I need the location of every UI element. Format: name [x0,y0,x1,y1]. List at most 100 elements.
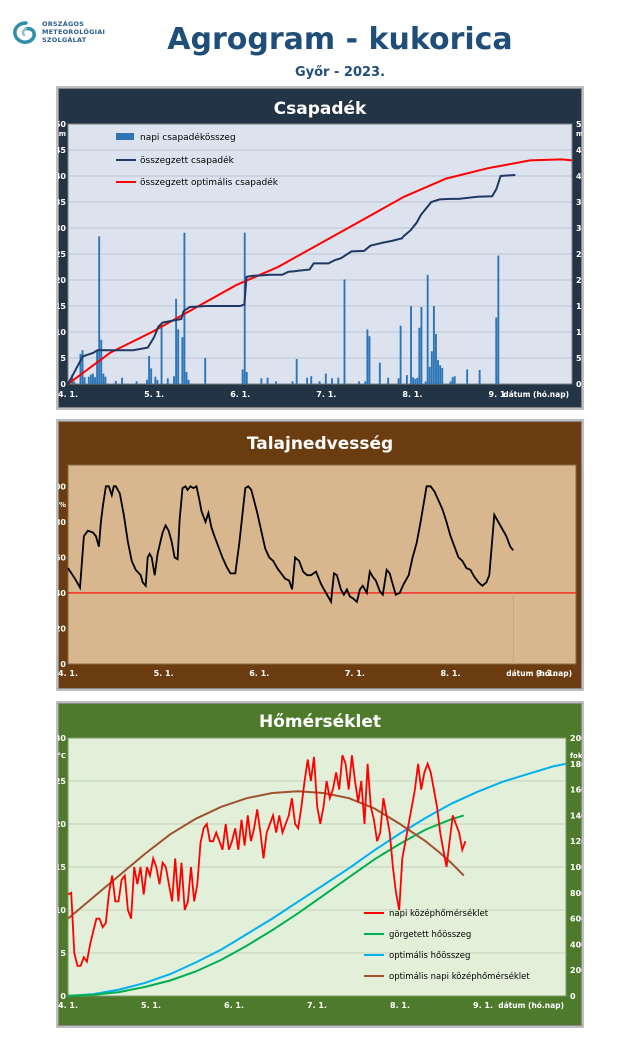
precip-bar [102,373,105,384]
y-tick-label: 35 [58,198,66,207]
chart-title: Csapadék [274,99,367,119]
x-tick-label: 6. 1. [224,1001,244,1010]
y2-tick-label: 400 [576,172,582,181]
y-tick-label: 15 [58,863,66,872]
precip-bar [73,381,76,384]
precip-bar [453,376,456,384]
x-tick-label: 4. 1. [58,390,78,399]
precip-bar [310,376,313,384]
org-name: ORSZÁGOS METEOROLÓGIAI SZOLGÁLAT [42,20,105,44]
precip-bar [337,377,340,384]
precip-bar [418,327,421,384]
x-axis-label: dátum (hó.nap) [498,1001,564,1010]
y2-tick-label: 200 [576,276,582,285]
precip-bar [366,329,369,384]
y2-tick-label: 150 [576,302,582,311]
precip-bar [187,379,190,384]
precip-bar [181,337,184,384]
legend-label: összegzett csapadék [140,155,235,166]
precip-bar [148,355,151,384]
legend-label: görgetett hőösszeg [389,930,471,940]
precip-bar [146,379,148,384]
legend-label: optimális hőösszeg [389,951,470,961]
y2-tick-label: 450 [576,146,582,155]
x-tick-label: 8. 1. [390,1001,410,1010]
precip-bar [175,298,178,384]
y2-tick-label: 1200 [570,837,582,846]
y2-tick-label: 250 [576,250,582,259]
precip-bar [416,377,419,384]
x-tick-label: 9. 1. [473,1001,493,1010]
precip-bar [177,329,180,384]
y-tick-label: 100 [58,482,66,491]
y2-tick-label: 800 [570,889,582,898]
y2-tick-label: 300 [576,224,582,233]
y-tick-label: 30 [58,224,66,233]
legend-label: optimális napi középhőmérséklet [389,971,530,982]
precip-bar [295,359,298,384]
precip-bar [135,381,138,384]
precip-bar [266,377,269,384]
precip-bar [291,381,294,384]
precipitation-chart: Csapadék05101520253035404550050100150200… [58,99,582,399]
y-tick-label: 5 [60,354,66,363]
precip-bar [94,377,96,384]
org-line-3: SZOLGÁLAT [42,36,87,44]
legend-label: összegzett optimális csapadék [140,177,279,188]
precip-bar [245,372,248,384]
chart-title: Hőmérséklet [259,712,381,732]
x-tick-label: 7. 1. [316,390,336,399]
y-tick-label: 0 [60,660,66,669]
precip-bar [441,367,444,384]
precip-bar [430,351,433,384]
precip-bar [243,232,246,384]
y-tick-label: 20 [58,276,66,285]
y-tick-label: 80 [58,518,66,527]
precip-bar [364,381,367,384]
temperature-chart: Hőmérséklet 0 5 10 15 20 25 30 0 200 400 600 800 1000… [58,712,582,1010]
precip-bar [387,377,390,384]
y-tick-label: 10 [58,328,66,337]
rolling-heat-sum-line [67,814,465,997]
precip-bar [160,324,163,384]
page-subtitle: Győr - 2023. [294,65,386,80]
precip-bar [241,369,244,384]
y-tick-label: 25 [58,250,66,259]
temperature-chart-panel: Hőmérséklet 0 5 10 15 20 25 30 0 200 400 600 800 1000… [56,701,584,1028]
org-line-2: METEOROLÓGIAI [42,28,106,36]
precip-bar [100,339,103,384]
optimal-heat-sum-line [67,762,567,997]
soil-moisture-chart-panel: Talajnedvesség 0 20 40 60 80 100% 4. 1. 5. 1. 6. … [56,419,584,691]
y-tick-label: 45 [58,146,66,155]
precip-bar [424,381,427,384]
y-tick-label: 0 [60,992,66,1001]
precip-bar [183,232,186,384]
precip-bar [343,279,346,384]
precip-bar [405,375,408,384]
y-tick-label: 15 [58,302,66,311]
precip-bar [98,236,101,384]
optimal-daily-mean-line [67,790,465,920]
precip-bar [173,376,175,384]
x-tick-label: 7. 1. [307,1001,327,1010]
y-tick-label: 5 [60,949,66,958]
y-tick-label: 20 [58,624,66,633]
precip-bar [185,372,188,384]
y-tick-label: 40 [58,589,66,598]
precip-bar [260,378,263,384]
x-axis-label: dátum (hó.nap) [503,390,569,399]
optimal-precipitation-line [67,158,573,385]
y2-tick-label: 200 [570,966,582,975]
legend-label: napi csapadékösszeg [140,132,236,143]
y-axis-unit: °C [58,752,66,760]
x-axis-label: dátum (hó.nap) [506,669,572,678]
precip-bar [71,374,74,384]
y-tick-label: 60 [58,553,66,562]
precip-bar [451,377,454,384]
org-line-1: ORSZÁGOS [42,20,85,28]
y-axis-unit: mm [58,130,66,138]
precip-bar [331,378,333,384]
y-tick-label: 20 [58,820,66,829]
precip-bar [87,376,90,384]
legend-swatch-bars [116,133,134,140]
